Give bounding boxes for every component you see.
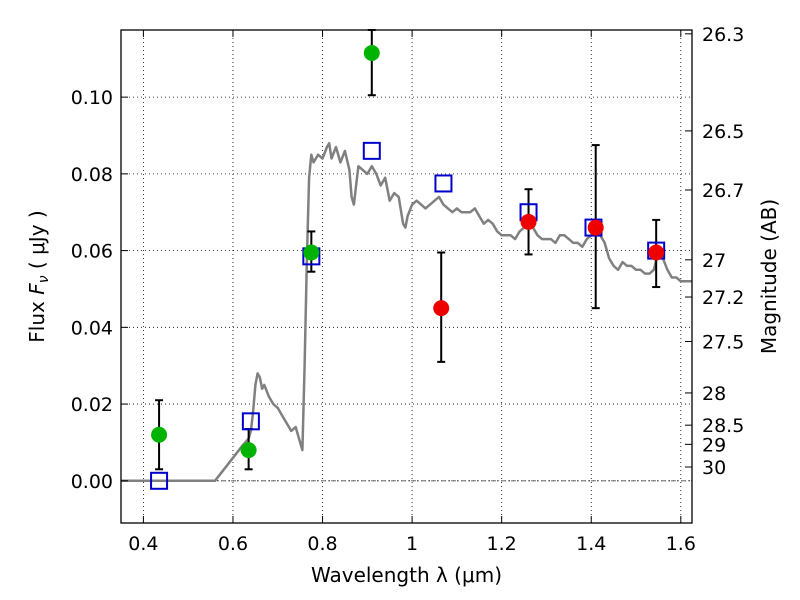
- observed-flux-point: [648, 244, 665, 261]
- x-tick-label: 0.4: [128, 533, 158, 555]
- observed-flux-point: [303, 244, 320, 261]
- y-tick-label: 0.02: [71, 394, 113, 416]
- right-tick-label: 29: [702, 434, 726, 456]
- model-photometry-square: [362, 141, 381, 160]
- right-tick-label: 26.3: [702, 24, 744, 46]
- grid-lines: [121, 30, 692, 523]
- right-tick-label: 30: [702, 457, 726, 479]
- observed-flux-point: [520, 213, 537, 230]
- right-tick-label: 27.5: [702, 332, 744, 354]
- x-tick-label: 1.4: [576, 533, 606, 555]
- x-axis-label: Wavelength λ (μm): [311, 563, 502, 587]
- observed-flux-point: [433, 300, 450, 317]
- data-series: [121, 29, 692, 490]
- right-tick-label: 27.2: [702, 287, 744, 309]
- x-tick-label: 1.2: [487, 533, 517, 555]
- observed-flux-point: [151, 426, 168, 443]
- x-tick-label: 0.6: [218, 533, 248, 555]
- y-axis-label: Flux Fν ( μJy ): [25, 210, 52, 342]
- model-photometry-square: [241, 412, 260, 431]
- observed-flux-point: [587, 219, 604, 236]
- y-tick-label: 0.06: [71, 241, 113, 263]
- model-spectrum-line: [121, 141, 692, 483]
- y-axis-right-label: Magnitude (AB): [757, 199, 781, 354]
- plot-frame: [120, 29, 693, 524]
- x-tick-label: 1.6: [666, 533, 696, 555]
- x-tick-label: 0.8: [307, 533, 337, 555]
- model-photometry-square: [150, 471, 169, 490]
- right-tick-label: 26.5: [702, 121, 744, 143]
- axis-ticks: 0.4 0.6 0.8 1 1.2 1.4 1.6 0.00 0.02 0.04 0.06 0.08 0…: [71, 24, 745, 555]
- right-tick-label: 28: [702, 383, 726, 405]
- right-tick-label: 27: [702, 250, 726, 272]
- y-tick-label: 0.00: [71, 471, 113, 493]
- observed-flux-point: [240, 442, 257, 459]
- right-tick-label: 26.7: [702, 180, 744, 202]
- right-tick-label: 28.5: [702, 415, 744, 437]
- model-photometry-square: [434, 174, 453, 193]
- x-tick-label: 1: [406, 533, 418, 555]
- y-tick-label: 0.10: [71, 87, 113, 109]
- observed-flux-point: [363, 45, 380, 62]
- y-tick-label: 0.08: [71, 164, 113, 186]
- y-tick-label: 0.04: [71, 317, 113, 339]
